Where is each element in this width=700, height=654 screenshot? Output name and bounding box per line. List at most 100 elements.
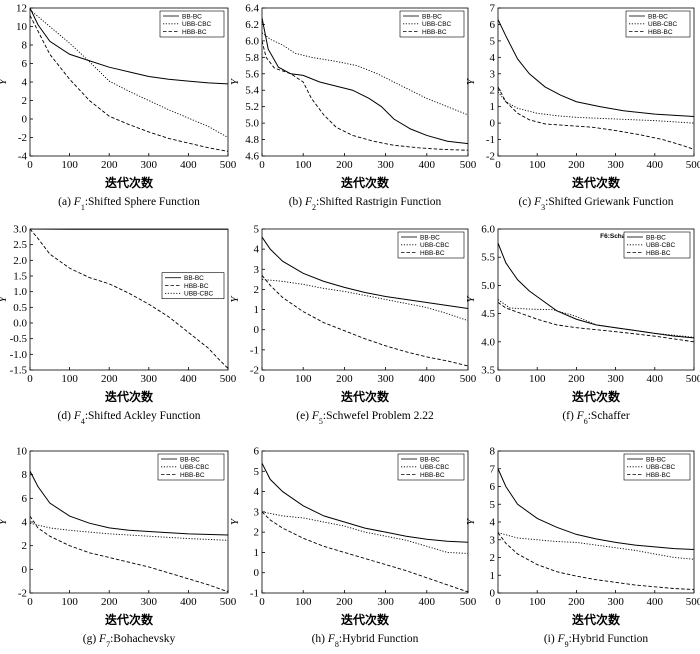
legend-box (625, 10, 691, 38)
y-tick-label: 6.0 (245, 35, 259, 47)
y-tick-label: 5.8 (245, 52, 259, 64)
plot-frame (261, 7, 469, 157)
x-tick-label: 300 (607, 373, 624, 385)
x-tick-label: 100 (529, 596, 546, 608)
legend-label: UBB-CBC (420, 242, 450, 249)
series-line-bb-bc (498, 468, 694, 551)
x-tick-label: 200 (101, 373, 118, 385)
x-tick-label: 300 (141, 159, 158, 171)
legend-label: UBB-CBC (646, 464, 676, 471)
y-tick-label: 3 (254, 264, 260, 276)
series-line-hbb-bc (30, 229, 228, 369)
y-tick-label: 4.6 (245, 151, 259, 163)
x-tick-label: 100 (61, 159, 78, 171)
x-tick-label: 0 (27, 596, 33, 608)
y-tick-label: 4 (22, 517, 28, 529)
x-tick-label: 100 (295, 373, 312, 385)
y-tick-label: 2 (490, 552, 496, 564)
y-tick-label: 6.0 (481, 224, 495, 236)
x-axis-label: 迭代次数 (341, 389, 390, 404)
x-tick-label: 300 (377, 159, 394, 171)
y-axis-label: Y (0, 517, 9, 525)
x-tick-label: 500 (220, 373, 237, 385)
y-tick-label: 6 (490, 19, 496, 31)
series-line-ubb-cbc (498, 532, 694, 560)
y-tick-label: 3 (490, 68, 496, 80)
legend-label: HBB-BC (420, 250, 445, 257)
y-axis-label: Y (465, 77, 477, 85)
x-tick-label: 500 (460, 373, 477, 385)
y-tick-label: 0 (22, 564, 28, 576)
y-tick-label: -2 (18, 588, 27, 600)
x-tick-label: 0 (27, 159, 33, 171)
y-tick-label: 4 (22, 77, 28, 89)
series-line-hbb-bc (262, 40, 468, 151)
series-line-hbb-bc (262, 275, 468, 367)
x-tick-label: 200 (101, 159, 118, 171)
series-line-hbb-bc (30, 515, 228, 593)
series-line-ubb-cbc (262, 32, 468, 116)
x-tick-label: 0 (495, 159, 501, 171)
x-tick-label: 500 (460, 596, 477, 608)
y-tick-label: 8 (22, 469, 28, 481)
y-tick-label: 2 (254, 284, 260, 296)
y-tick-label: 6 (22, 493, 28, 505)
series-line-ubb-cbc (30, 522, 228, 541)
y-tick-label: -1.5 (10, 365, 28, 377)
x-axis-label: 迭代次数 (341, 612, 390, 627)
x-tick-label: 400 (647, 159, 664, 171)
x-tick-label: 500 (686, 373, 700, 385)
x-tick-label: 500 (220, 159, 237, 171)
plot-frame (261, 450, 469, 594)
x-axis-label: 迭代次数 (341, 175, 390, 190)
series-line-hbb-bc (498, 86, 694, 150)
x-tick-label: 0 (259, 373, 265, 385)
x-tick-label: 400 (419, 596, 436, 608)
y-axis-label: Y (229, 517, 241, 525)
y-tick-label: 1.0 (13, 286, 27, 298)
x-tick-label: 400 (419, 159, 436, 171)
y-tick-label: 5.2 (245, 101, 259, 113)
series-line-ubb-cbc (498, 91, 694, 124)
chart-panel-e: 0 100 200 300 400 500 -2 -1 0 1 2 3 4 5 Y 迭代次数 (e) F5:Sc… (229, 224, 477, 426)
legend-label: BB-BC (182, 13, 202, 20)
x-tick-label: 200 (568, 596, 585, 608)
x-axis-label: 迭代次数 (572, 175, 621, 190)
x-tick-label: 300 (141, 596, 158, 608)
x-tick-label: 100 (529, 159, 546, 171)
legend-box (397, 453, 465, 481)
panel-caption: (i) F9:Hybrid Function (544, 633, 649, 649)
y-tick-label: -1.0 (10, 349, 28, 361)
x-tick-label: 100 (295, 596, 312, 608)
series-line-ubb-cbc (30, 9, 228, 138)
y-tick-label: 0.5 (13, 302, 27, 314)
y-tick-label: 5.0 (481, 280, 495, 292)
y-tick-label: -4 (18, 151, 28, 163)
y-tick-label: 6 (22, 58, 28, 70)
series-line-hbb-bc (30, 15, 228, 152)
series-line-hbb-bc (498, 532, 694, 590)
x-tick-label: 400 (419, 373, 436, 385)
legend-label: BB-BC (420, 456, 440, 463)
x-tick-label: 400 (180, 596, 197, 608)
series-line-bb-bc (262, 236, 468, 310)
legend-label: BB-BC (422, 13, 442, 20)
legend-box (399, 10, 465, 38)
x-axis-label: 迭代次数 (105, 612, 154, 627)
y-tick-label: 8 (490, 446, 496, 458)
panel-title: F6:Schaffer (600, 233, 636, 240)
y-tick-label: 3.0 (13, 224, 27, 236)
x-axis-label: 迭代次数 (572, 389, 621, 404)
legend-label: UBB-CBC (180, 464, 210, 471)
x-tick-label: 500 (686, 596, 700, 608)
legend-box (623, 453, 691, 481)
y-tick-label: 3 (254, 506, 260, 518)
chart-panel-c: 0 100 200 300 400 500 -2 -1 0 1 2 3 4 5 6 7 Y 迭代次数 (c) F3:… (465, 3, 700, 212)
x-tick-label: 200 (336, 373, 353, 385)
y-tick-label: 2.5 (13, 239, 27, 251)
y-tick-label: 1.5 (13, 271, 27, 283)
